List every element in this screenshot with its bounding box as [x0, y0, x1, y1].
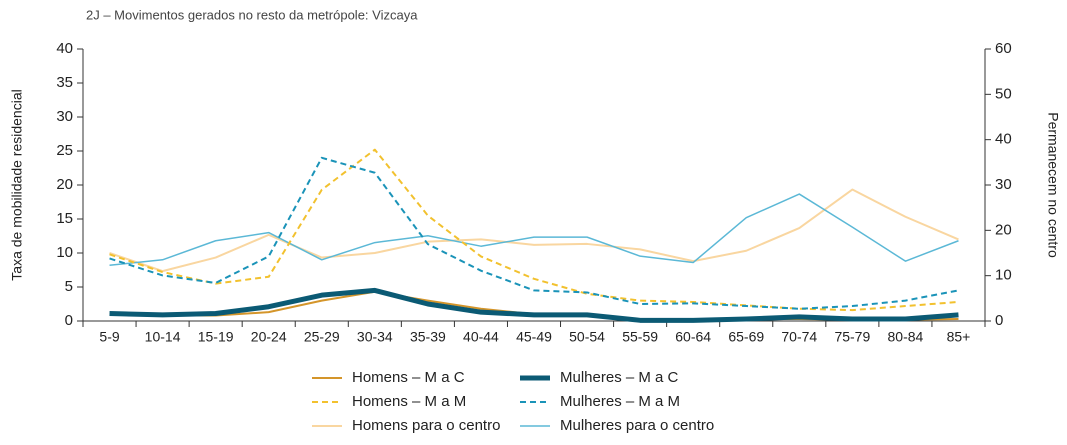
x-tick-label: 50-54	[569, 329, 605, 345]
chart-title: 2J – Movimentos gerados no resto da metr…	[86, 7, 418, 22]
y-tick-label: 30	[56, 108, 73, 125]
y2-tick-label: 50	[995, 85, 1012, 102]
y2-tick-label: 40	[995, 131, 1012, 148]
legend-label: Mulheres para o centro	[560, 417, 714, 434]
legend-label: Homens – M a C	[352, 369, 465, 386]
series-line	[109, 156, 959, 310]
series-line	[109, 193, 959, 266]
y2-tick-label: 10	[995, 267, 1012, 284]
legend-label: Mulheres – M a C	[560, 369, 679, 386]
x-tick-label: 70-74	[781, 329, 817, 345]
y-tick-label: 10	[56, 244, 73, 261]
y-axis-label: Taxa de mobilidade residencial	[9, 89, 25, 280]
x-tick-label: 30-34	[357, 329, 393, 345]
y2-axis-label: Permanecem no centro	[1045, 112, 1061, 258]
x-tick-label: 45-49	[516, 329, 552, 345]
legend-label: Homens para o centro	[352, 417, 500, 434]
y-tick-label: 25	[56, 142, 73, 159]
y-tick-label: 15	[56, 210, 73, 227]
x-tick-label: 75-79	[834, 329, 870, 345]
x-tick-label: 20-24	[251, 329, 287, 345]
y-tick-label: 20	[56, 176, 73, 193]
series-line	[109, 287, 959, 323]
y2-tick-label: 20	[995, 221, 1012, 238]
x-tick-label: 15-19	[198, 329, 234, 345]
y-tick-label: 40	[56, 40, 73, 57]
y-tick-label: 5	[65, 278, 73, 295]
x-tick-label: 25-29	[304, 329, 340, 345]
legend-label: Homens – M a M	[352, 393, 466, 410]
y-tick-label: 0	[65, 312, 73, 329]
x-tick-label: 55-59	[622, 329, 658, 345]
series-line	[109, 188, 959, 273]
legend-label: Mulheres – M a M	[560, 393, 680, 410]
x-tick-label: 35-39	[410, 329, 446, 345]
x-tick-label: 10-14	[145, 329, 181, 345]
x-tick-label: 65-69	[728, 329, 764, 345]
x-tick-label: 85+	[947, 329, 971, 345]
y2-tick-label: 60	[995, 40, 1012, 57]
series-line	[109, 148, 959, 312]
y2-tick-label: 0	[995, 312, 1003, 329]
y-tick-label: 35	[56, 74, 73, 91]
x-tick-label: 40-44	[463, 329, 499, 345]
x-tick-label: 5-9	[99, 329, 119, 345]
x-tick-label: 60-64	[675, 329, 711, 345]
x-tick-label: 80-84	[888, 329, 924, 345]
y2-tick-label: 30	[995, 176, 1012, 193]
